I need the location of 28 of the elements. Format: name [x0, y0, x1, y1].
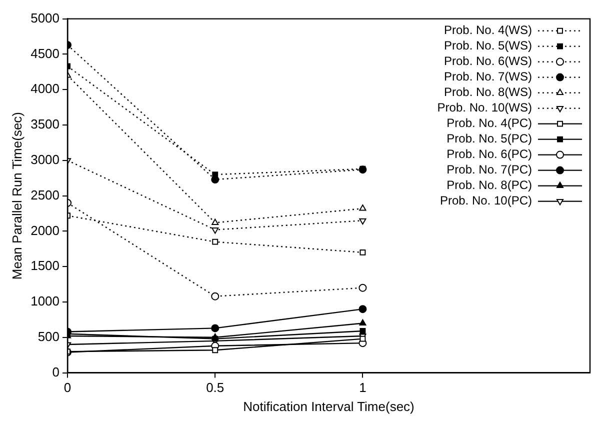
y-tick-label: 1000: [30, 294, 60, 309]
y-tick-label: 0: [52, 364, 60, 380]
legend-label: Prob. No. 5(WS): [444, 38, 532, 53]
x-axis-title: Notification Interval Time(sec): [243, 398, 414, 414]
x-tick-label: 0: [64, 380, 72, 396]
legend-label: Prob. No. 6(PC): [446, 147, 532, 162]
x-tick-label: 0.5: [206, 380, 224, 396]
legend-label: Prob. No. 7(WS): [444, 70, 532, 84]
y-tick-label: 3000: [30, 152, 60, 167]
y-tick-label: 5000: [30, 10, 60, 26]
y-tick-label: 2000: [30, 222, 60, 238]
legend-label: Prob. No. 8(WS): [444, 85, 532, 100]
legend-label: Prob. No. 7(PC): [446, 162, 532, 177]
legend-label: Prob. No. 6(WS): [444, 54, 532, 68]
y-axis-title: Mean Parallel Run Time(sec): [9, 112, 24, 280]
legend-label: Prob. No. 5(PC): [446, 132, 532, 146]
legend-label: Prob. No. 4(PC): [446, 116, 532, 130]
y-tick-label: 4000: [30, 81, 60, 96]
y-tick-label: 1500: [30, 258, 60, 274]
legend-label: Prob. No. 8(PC): [446, 178, 532, 192]
y-tick-label: 4500: [30, 46, 60, 61]
legend-label: Prob. No. 10(WS): [437, 100, 532, 115]
y-tick-label: 3500: [30, 116, 60, 132]
legend-label: Prob. No. 4(WS): [444, 23, 532, 38]
x-tick-label: 1: [359, 380, 366, 396]
legend-label: Prob. No. 10(PC): [440, 194, 532, 208]
y-tick-label: 500: [38, 328, 60, 344]
y-tick-label: 2500: [30, 187, 60, 202]
